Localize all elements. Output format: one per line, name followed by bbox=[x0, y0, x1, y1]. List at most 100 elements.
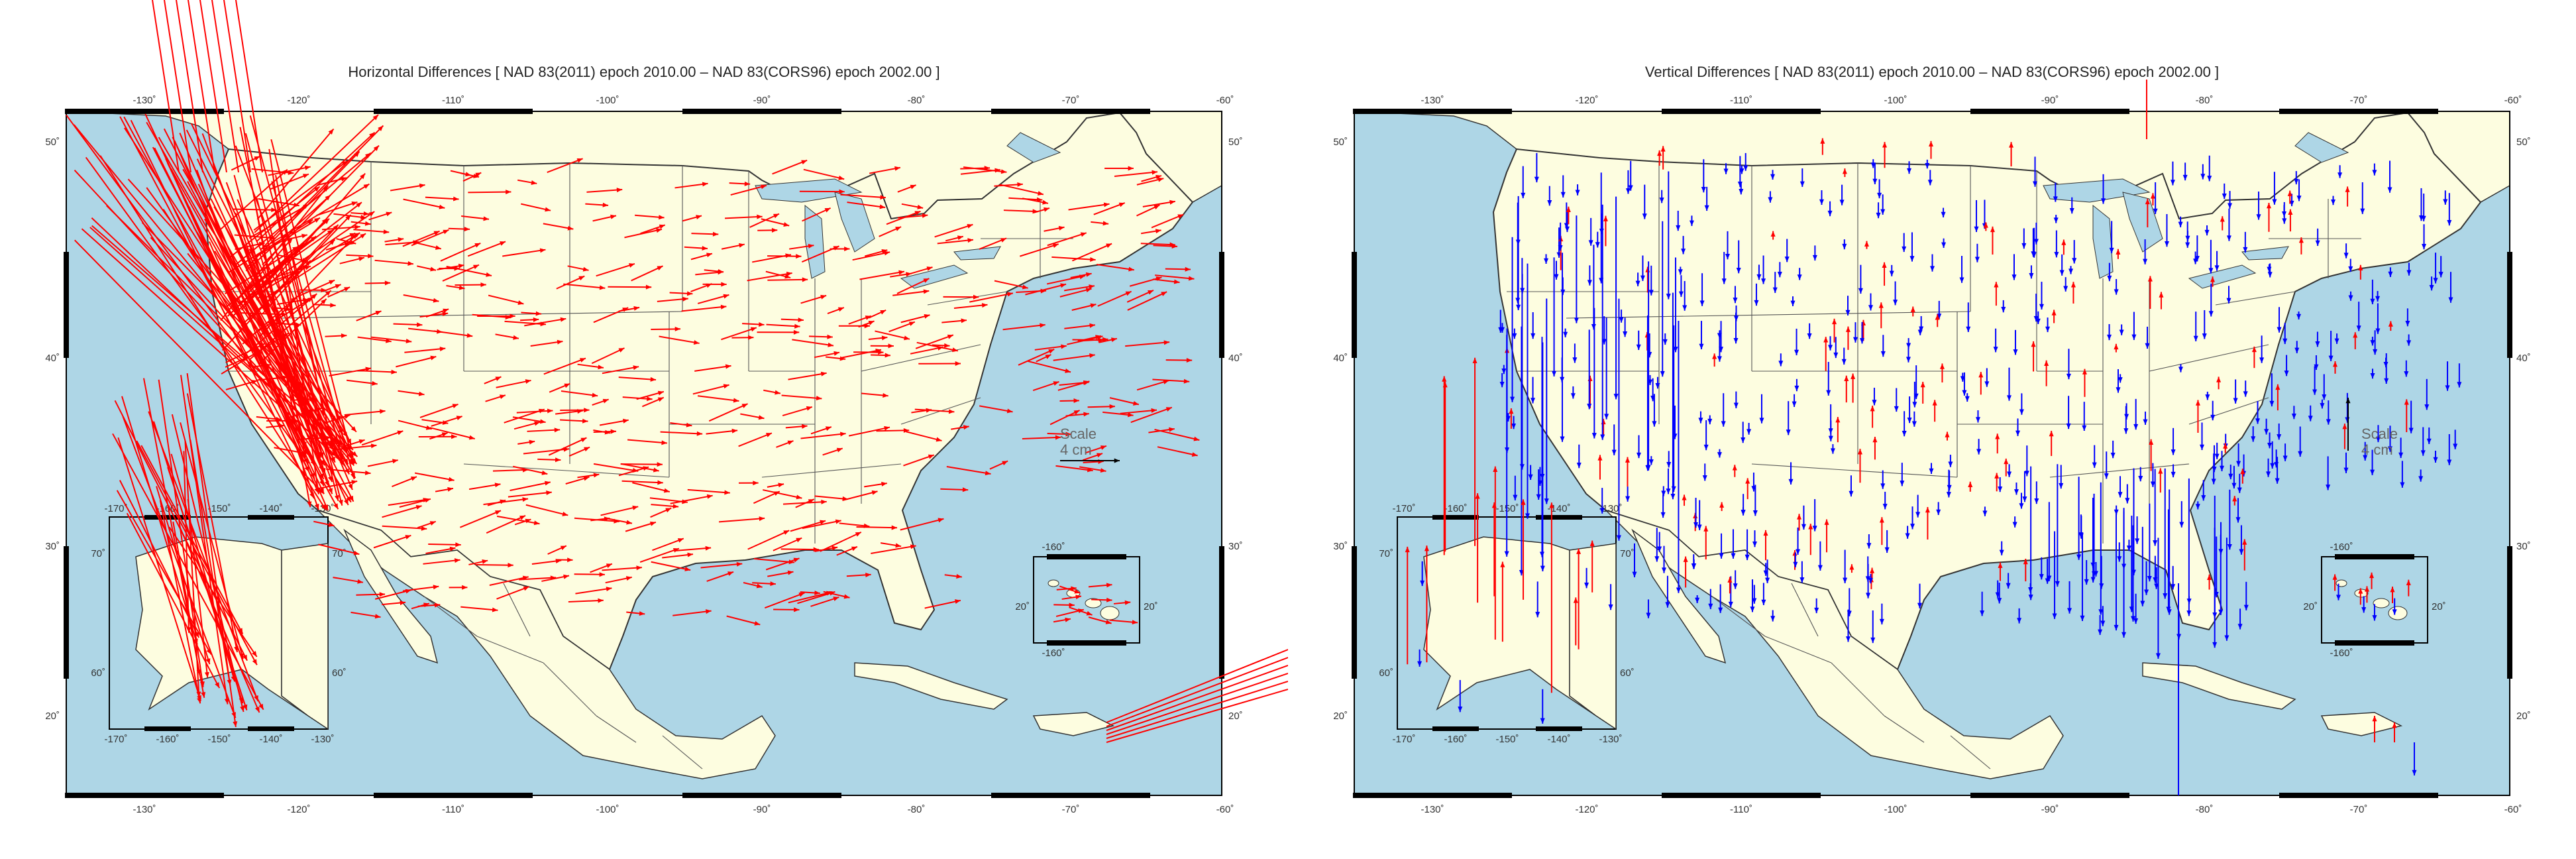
vertical-up-arrow-head bbox=[2223, 443, 2228, 449]
vertical-down-arrow-head bbox=[1682, 305, 1688, 311]
vertical-down-arrow-head bbox=[1719, 553, 1724, 559]
longitude-tick: -110˚ bbox=[1730, 95, 1752, 106]
vertical-down-arrow-head bbox=[1976, 449, 1982, 455]
great-lake bbox=[2241, 246, 2289, 260]
vertical-down-arrow-long-head bbox=[1604, 414, 1609, 420]
horizontal-vector-head bbox=[410, 476, 417, 481]
horizontal-vector bbox=[800, 433, 846, 439]
horizontal-vector-head bbox=[1151, 408, 1157, 413]
horizontal-vector-long-head bbox=[319, 473, 324, 480]
longitude-tick: -110˚ bbox=[1730, 804, 1752, 815]
vertical-up-arrow-head bbox=[1745, 478, 1750, 484]
inset-longitude-tick: -160˚ bbox=[1444, 503, 1467, 514]
alaska-vector-head bbox=[258, 703, 264, 710]
vertical-up-arrow-head bbox=[1857, 449, 1863, 455]
vertical-up-arrow-head bbox=[1920, 382, 1925, 388]
horizontal-vector-head bbox=[560, 545, 566, 551]
vertical-up-arrow-head bbox=[2082, 369, 2087, 374]
horizontal-vector-long bbox=[196, 170, 319, 510]
latitude-tick: 30˚ bbox=[2516, 541, 2531, 552]
vertical-down-arrow-head bbox=[1907, 417, 1912, 424]
horizontal-vector bbox=[687, 488, 730, 494]
horizontal-vector-head bbox=[1191, 452, 1198, 457]
horizontal-vector-head bbox=[908, 321, 915, 326]
vertical-down-arrow-head bbox=[2006, 583, 2011, 589]
horizontal-vector-head bbox=[604, 430, 611, 435]
vertical-down-arrow-head bbox=[1889, 270, 1894, 276]
horizontal-vector-head bbox=[833, 597, 839, 601]
hawaii-vector-head bbox=[1105, 619, 1112, 624]
horizontal-vector-head bbox=[1073, 398, 1079, 404]
horizontal-vector-head bbox=[808, 243, 814, 249]
horizontal-vector bbox=[738, 432, 773, 447]
horizontal-vector bbox=[910, 346, 943, 355]
horizontal-vector-head bbox=[636, 565, 642, 571]
horizontal-vector bbox=[373, 534, 411, 549]
vertical-up-arrow-head bbox=[1878, 302, 1884, 308]
horizontal-vector-head bbox=[606, 587, 612, 592]
vertical-down-arrow-head bbox=[2375, 436, 2381, 443]
vertical-down-arrow-head bbox=[1998, 486, 2003, 492]
inset-longitude-tick: -170˚ bbox=[1392, 503, 1415, 514]
horizontal-vector-head bbox=[1097, 453, 1103, 458]
horizontal-vector bbox=[1152, 378, 1190, 382]
inset-frame-bar bbox=[1536, 515, 1582, 520]
horizontal-vector-head bbox=[335, 284, 341, 289]
horizontal-vector bbox=[765, 557, 800, 571]
vertical-up-arrow-head bbox=[1849, 564, 1854, 570]
horizontal-vector-head bbox=[816, 396, 822, 401]
yukon-land bbox=[1569, 543, 1617, 730]
frame-bar bbox=[1662, 793, 1821, 798]
vertical-down-arrow-head bbox=[1752, 510, 1758, 516]
longitude-tick: -120˚ bbox=[1575, 95, 1598, 106]
vertical-down-arrow-long-head bbox=[1613, 394, 1619, 400]
vertical-down-arrow-head bbox=[2035, 318, 2041, 324]
vertical-up-arrow-head bbox=[1682, 494, 1687, 500]
vertical-down-arrow-head bbox=[2237, 624, 2243, 630]
longitude-tick: -90˚ bbox=[753, 95, 771, 106]
vertical-down-arrow-head bbox=[2164, 241, 2169, 247]
vertical-down-arrow-head bbox=[2118, 377, 2123, 383]
longitude-tick: -100˚ bbox=[1884, 804, 1907, 815]
horizontal-vector-head bbox=[706, 283, 712, 288]
horizontal-vector bbox=[593, 307, 629, 323]
horizontal-vector-head bbox=[360, 215, 366, 220]
longitude-tick: -60˚ bbox=[2504, 95, 2522, 106]
horizontal-vector-head bbox=[599, 572, 605, 577]
vertical-down-arrow-head bbox=[2272, 199, 2277, 205]
horizontal-vector-head bbox=[706, 494, 713, 499]
horizontal-vector-head bbox=[775, 390, 780, 395]
horizontal-vector-head bbox=[657, 480, 663, 485]
vertical-down-arrow-head bbox=[1733, 402, 1739, 408]
horizontal-vector-head bbox=[379, 592, 386, 597]
horizontal-vector-head bbox=[415, 505, 422, 510]
horizontal-vector-head bbox=[661, 440, 667, 445]
vertical-down-arrow-long-head bbox=[2166, 606, 2171, 612]
horizontal-vector-head bbox=[1147, 290, 1154, 295]
horizontal-vector-head bbox=[1073, 410, 1080, 415]
horizontal-vector bbox=[1022, 436, 1061, 440]
vertical-down-arrow-head bbox=[1701, 187, 1706, 193]
horizontal-vector-head bbox=[618, 348, 625, 353]
vertical-down-arrow-head bbox=[1941, 211, 1946, 218]
vertical-down-arrow-head bbox=[1737, 181, 1743, 188]
vertical-down-arrow-long-head bbox=[1552, 371, 1557, 377]
horizontal-vector-head bbox=[419, 183, 425, 188]
vertical-down-arrow-head bbox=[2202, 333, 2207, 339]
vertical-down-arrow-head bbox=[1812, 526, 1817, 532]
horizontal-vector bbox=[916, 341, 959, 352]
vertical-down-arrow-head bbox=[1841, 359, 1847, 365]
alaska-up-arrow-head bbox=[1573, 597, 1578, 603]
horizontal-vector bbox=[563, 283, 606, 289]
vertical-down-arrow-head bbox=[2296, 196, 2302, 201]
horizontal-vector-head bbox=[1154, 205, 1160, 209]
horizontal-vector-head bbox=[656, 228, 663, 233]
horizontal-vector bbox=[670, 494, 713, 504]
vertical-up-arrow-head bbox=[2044, 360, 2049, 366]
horizontal-vector-head bbox=[865, 315, 871, 320]
vertical-down-arrow-head bbox=[1654, 556, 1660, 562]
horizontal-vector-head bbox=[702, 245, 708, 251]
vertical-down-arrow-long-head bbox=[1516, 304, 1521, 310]
vertical-down-arrow-head bbox=[1843, 577, 1848, 583]
horizontal-vector-long bbox=[199, 0, 227, 173]
